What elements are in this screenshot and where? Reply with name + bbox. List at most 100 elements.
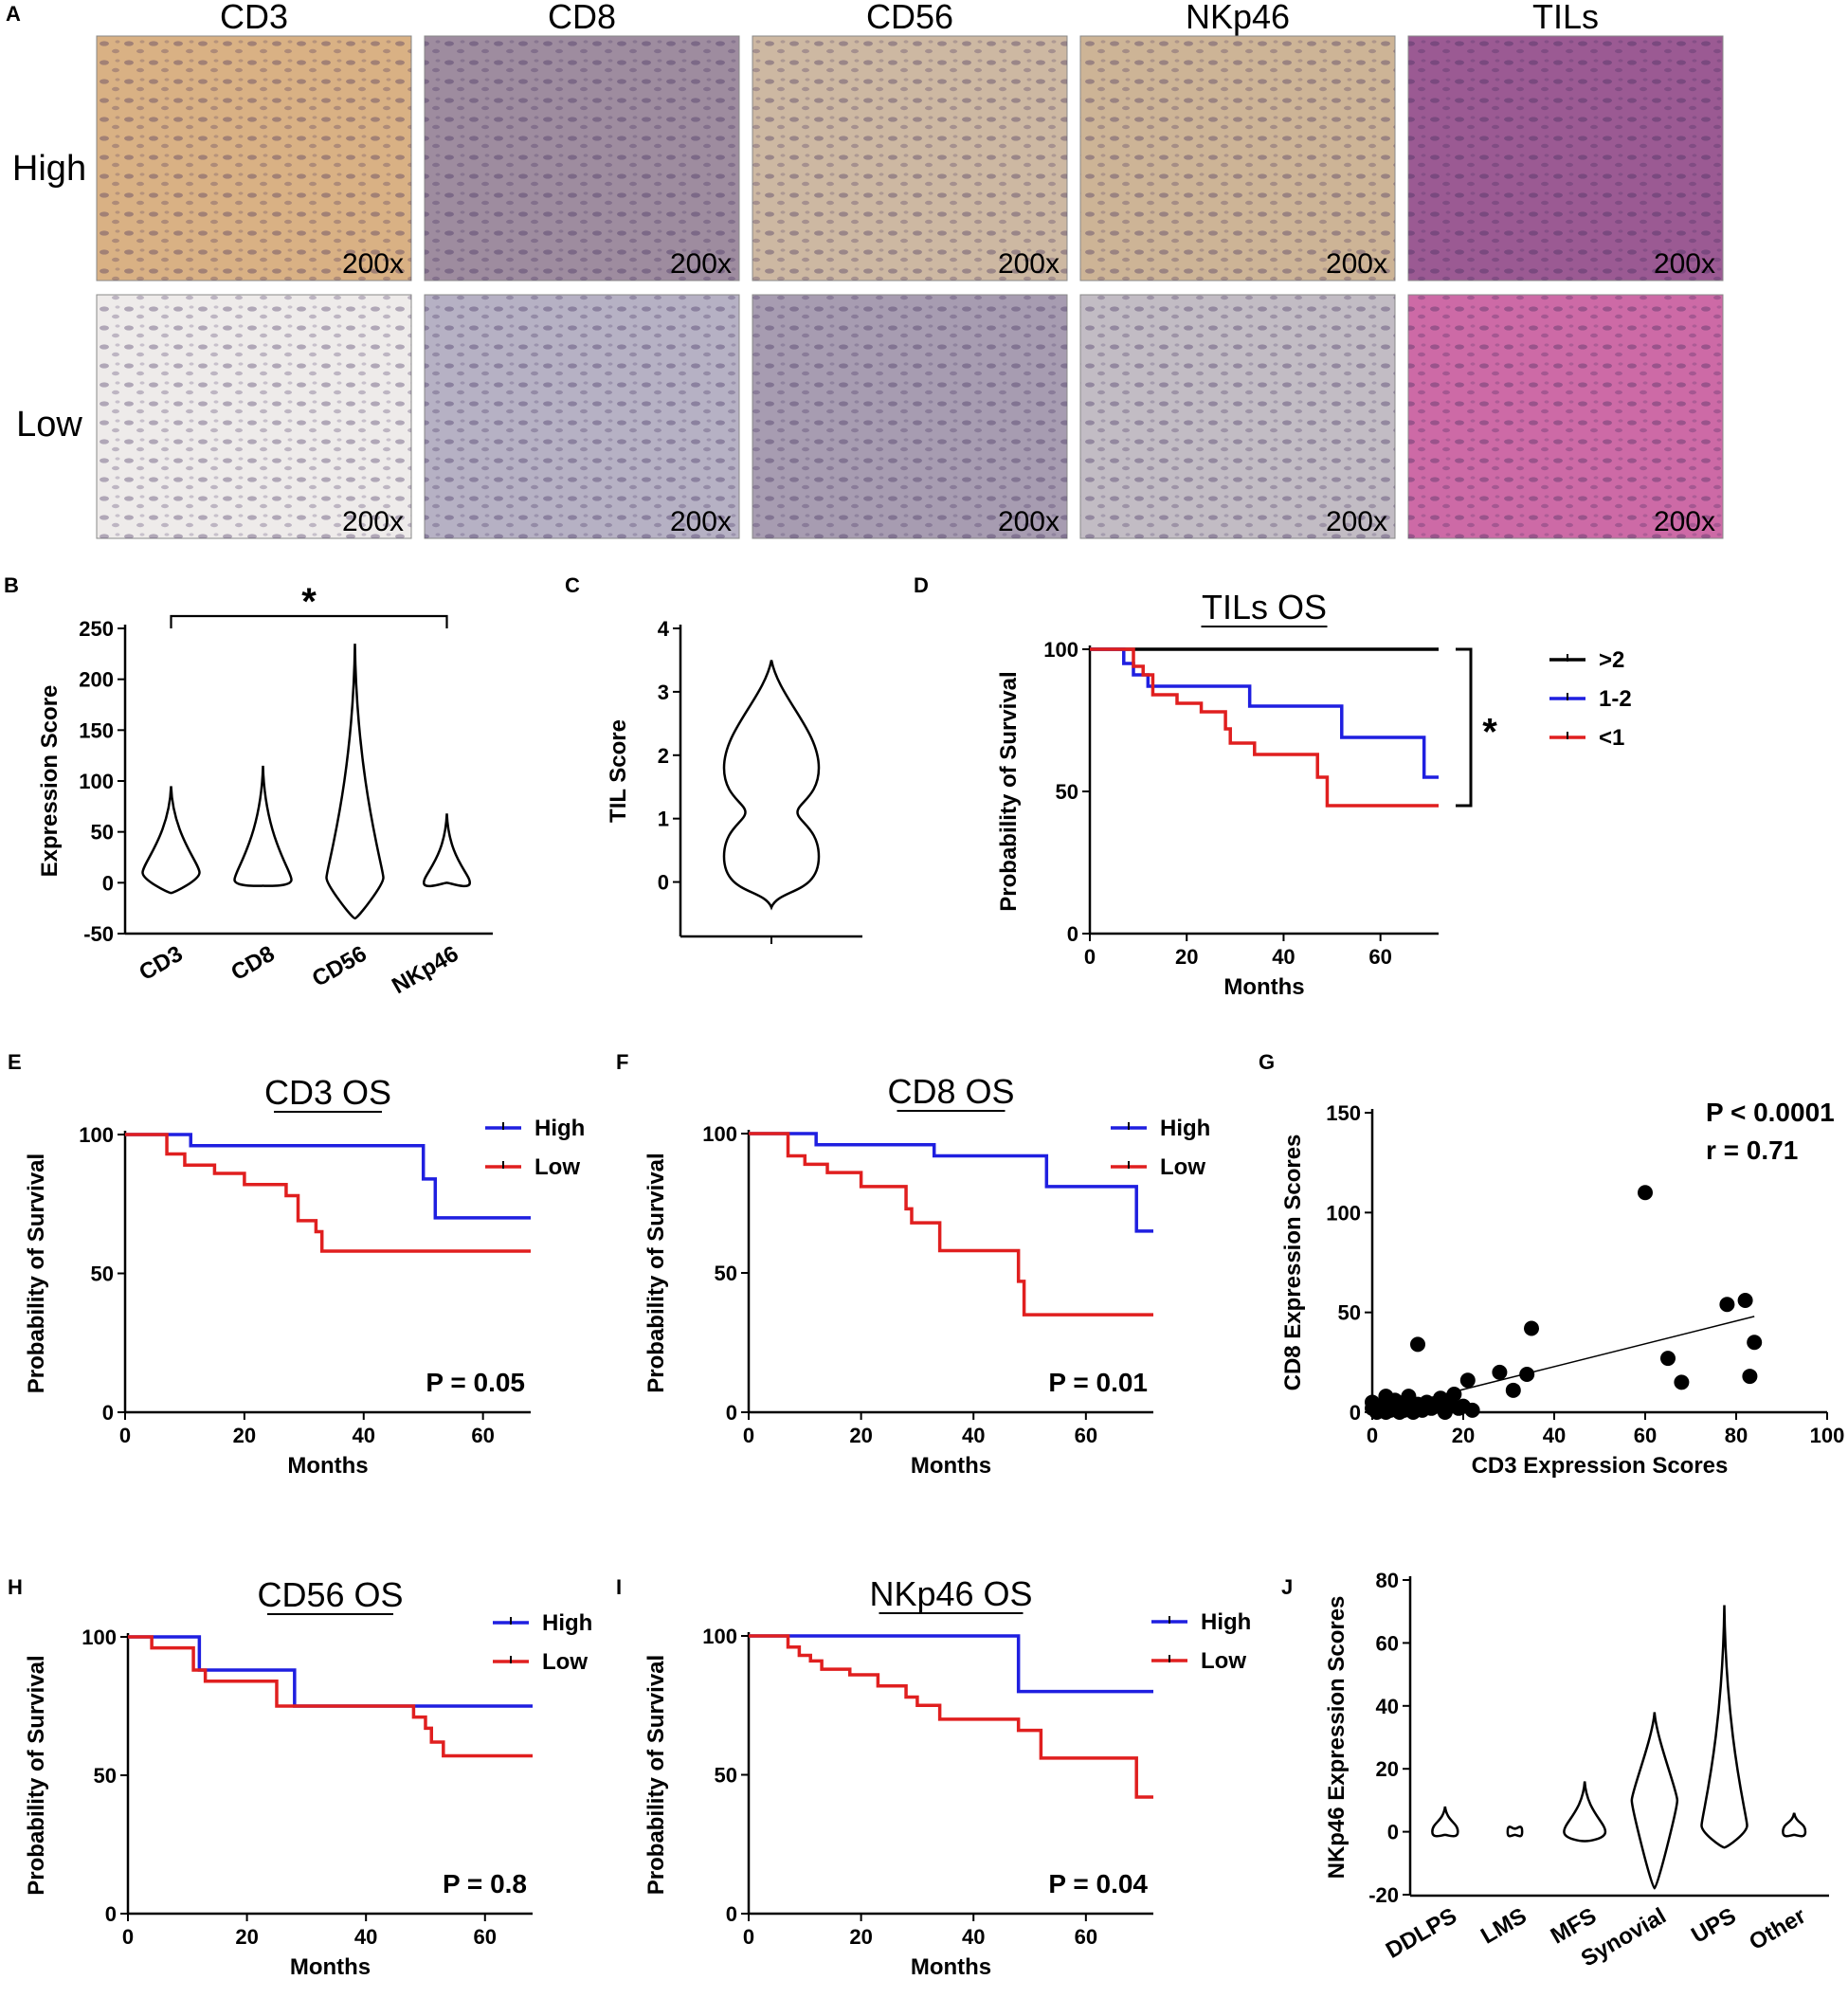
row-label-high: High xyxy=(12,149,86,189)
panel-label: H xyxy=(8,1575,23,1599)
x-tick-label: 0 xyxy=(119,1424,131,1447)
legend-label: Low xyxy=(542,1649,588,1675)
panel-label: E xyxy=(8,1050,22,1074)
y-tick-label: 0 xyxy=(726,1401,737,1425)
y-tick-label: 100 xyxy=(79,1123,114,1147)
y-axis-label: NKp46 Expression Scores xyxy=(1324,1596,1350,1880)
data-point xyxy=(1492,1364,1508,1380)
violin-shape xyxy=(141,786,201,895)
y-tick-label: 4 xyxy=(658,617,670,641)
y-tick-label: 50 xyxy=(715,1262,737,1285)
legend-label: Low xyxy=(1201,1648,1246,1674)
violin-shape xyxy=(325,644,385,920)
panel-label: G xyxy=(1259,1050,1275,1074)
y-tick-label: 50 xyxy=(91,821,114,845)
p-value: P = 0.05 xyxy=(426,1368,525,1397)
y-tick-label: 0 xyxy=(1387,1821,1399,1844)
y-tick-label: 150 xyxy=(1326,1101,1361,1125)
x-tick-label: 60 xyxy=(1075,1424,1097,1447)
column-header: CD3 xyxy=(220,0,288,36)
chart-g: G 0 50 100 150 0 20 40 60 80 100 CD3 Expression Sco… xyxy=(1259,1050,1844,1479)
y-axis-label: Probability of Survival xyxy=(24,1655,49,1895)
data-point xyxy=(1747,1335,1763,1351)
annotation: P < 0.0001 xyxy=(1706,1098,1835,1127)
magnification-label: 200x xyxy=(1654,506,1715,537)
magnification-label: 200x xyxy=(1326,506,1387,537)
y-tick-label: 0 xyxy=(102,1401,114,1425)
chart-i: I 0 50 100 0 20 40 60 Months Probability of Survi… xyxy=(616,1574,1251,1980)
chart-title: CD56 OS xyxy=(257,1575,403,1614)
magnification-label: 200x xyxy=(1654,248,1715,280)
panel-label: B xyxy=(4,573,19,597)
legend-label: High xyxy=(1201,1609,1251,1635)
x-tick-label: 40 xyxy=(354,1925,377,1949)
p-value: P = 0.01 xyxy=(1048,1368,1148,1397)
x-tick-label: 60 xyxy=(1075,1925,1097,1949)
violin-shape xyxy=(1782,1812,1807,1838)
legend-label: >2 xyxy=(1599,647,1624,673)
micrograph-texture xyxy=(752,36,1067,281)
significance-bracket xyxy=(170,614,448,628)
series-line xyxy=(749,1132,1153,1233)
y-tick-label: 1 xyxy=(658,808,669,831)
data-point xyxy=(1737,1293,1753,1309)
panel-label: J xyxy=(1281,1575,1293,1599)
x-category-label: Other xyxy=(1745,1903,1810,1955)
violin-shape xyxy=(722,660,821,911)
chart-e: E 0 50 100 0 20 40 60 Months Probability of Survi… xyxy=(8,1050,585,1479)
x-category-label: CD56 xyxy=(308,941,371,992)
y-tick-label: 0 xyxy=(726,1902,737,1926)
micrograph-texture xyxy=(97,295,411,538)
y-tick-label: 50 xyxy=(94,1764,117,1788)
x-tick-label: 0 xyxy=(743,1424,754,1447)
series-line xyxy=(125,1133,531,1253)
x-tick-label: 60 xyxy=(471,1424,494,1447)
x-tick-label: 20 xyxy=(1452,1424,1475,1447)
y-tick-label: 0 xyxy=(1350,1401,1361,1425)
y-tick-label: -20 xyxy=(1368,1883,1399,1907)
y-tick-label: 80 xyxy=(1376,1569,1399,1592)
data-point xyxy=(1505,1382,1521,1398)
chart-title: TILs OS xyxy=(1202,588,1327,627)
micrograph-texture xyxy=(425,295,739,538)
chart-title: CD8 OS xyxy=(887,1072,1014,1111)
y-axis-label: TIL Score xyxy=(606,719,631,823)
x-tick-label: 20 xyxy=(233,1424,256,1447)
x-tick-label: 40 xyxy=(353,1424,375,1447)
magnification-label: 200x xyxy=(342,248,404,280)
column-header: CD56 xyxy=(866,0,953,36)
micrograph-texture xyxy=(752,295,1067,538)
y-tick-label: 50 xyxy=(715,1764,737,1788)
x-tick-label: 60 xyxy=(474,1925,497,1949)
legend-label: High xyxy=(542,1610,592,1636)
y-axis-label: Expression Score xyxy=(37,685,63,878)
y-tick-label: 50 xyxy=(91,1262,114,1286)
x-tick-label: 80 xyxy=(1725,1424,1748,1447)
data-point xyxy=(1464,1402,1480,1418)
row-label-low: Low xyxy=(16,405,82,445)
chart-j: J -20 0 20 40 60 80 NKp46 Expression Scores DDLP… xyxy=(1281,1569,1829,1972)
y-axis-label: CD8 Expression Scores xyxy=(1280,1135,1306,1391)
micrograph-grid: CD3 CD8 CD56 NKp46 TILs High Low 200x 200x 200x 20… xyxy=(12,0,1724,539)
x-tick-label: 40 xyxy=(962,1424,985,1447)
data-point xyxy=(1742,1369,1758,1385)
data-point xyxy=(1638,1185,1653,1201)
x-tick-label: 100 xyxy=(1810,1424,1845,1447)
column-header: TILs xyxy=(1532,0,1599,36)
x-tick-label: 60 xyxy=(1368,945,1391,969)
micrograph-texture xyxy=(97,36,411,281)
y-tick-label: 60 xyxy=(1376,1631,1399,1655)
magnification-label: 200x xyxy=(342,506,404,537)
series-line xyxy=(128,1635,533,1758)
p-value: P = 0.8 xyxy=(443,1869,527,1898)
x-category-label: CD8 xyxy=(226,941,279,986)
data-point xyxy=(1410,1336,1425,1353)
x-tick-label: 20 xyxy=(849,1424,872,1447)
x-category-label: DDLPS xyxy=(1382,1903,1461,1964)
x-axis-label: Months xyxy=(290,1954,371,1980)
y-axis-label: Probability of Survival xyxy=(24,1153,49,1393)
significance-bracket xyxy=(1456,647,1473,808)
panel-label: I xyxy=(616,1575,622,1599)
data-point xyxy=(1459,1372,1476,1389)
